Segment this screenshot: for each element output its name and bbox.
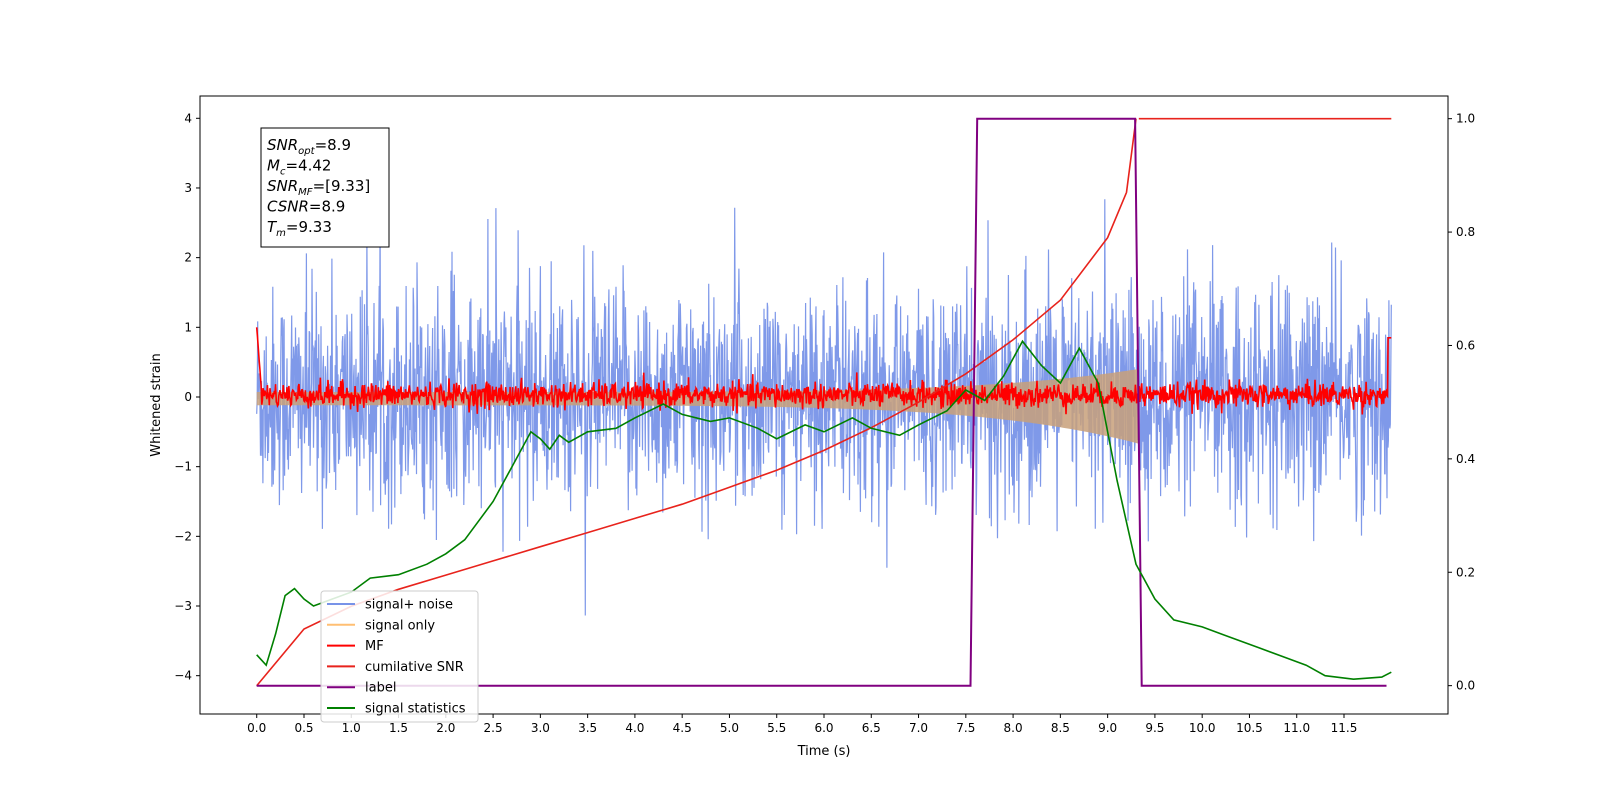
legend-label: MF <box>365 639 384 654</box>
x-tick-label: 1.0 <box>342 721 361 735</box>
y-tick-label: −2 <box>174 529 192 543</box>
x-tick-label: 3.5 <box>578 721 597 735</box>
series-signal-statistics <box>256 339 1392 681</box>
legend: signal+ noise signal only MF cumilative SNR… <box>320 590 479 723</box>
y-tick-label: −3 <box>174 599 192 613</box>
series-signal-only <box>256 369 1139 444</box>
x-tick-label: 11.0 <box>1283 721 1310 735</box>
x-tick-label: 6.5 <box>862 721 881 735</box>
x-tick-label: 1.5 <box>389 721 408 735</box>
x-axis-label: Time (s) <box>797 744 851 759</box>
plot-area <box>255 117 1392 687</box>
x-tick-label: 5.0 <box>720 721 739 735</box>
y2-tick-label: 0.4 <box>1456 452 1475 466</box>
x-tick-label: 0.0 <box>247 721 266 735</box>
legend-label: signal statistics <box>365 702 466 717</box>
x-axis: 0.0 0.5 1.0 1.5 2.0 2.5 3.0 3.5 4.0 4.5 5.0 5.5 6.0 6… <box>247 714 1357 735</box>
x-tick-label: 4.0 <box>625 721 644 735</box>
y-axis-left: 4 3 2 1 0 −1 −2 −3 −4 <box>174 111 200 683</box>
x-tick-label: 10.5 <box>1236 721 1263 735</box>
y2-tick-label: 1.0 <box>1456 112 1475 126</box>
y-tick-label: −1 <box>174 460 192 474</box>
x-tick-label: 8.5 <box>1051 721 1070 735</box>
x-tick-label: 9.0 <box>1098 721 1117 735</box>
legend-label: cumilative SNR <box>365 660 464 675</box>
annotation-line: SNRopt=8.9 <box>267 136 351 157</box>
series-label <box>256 117 1387 687</box>
annotation-line: Mc=4.42 <box>267 157 331 178</box>
y-tick-label: 3 <box>184 181 192 195</box>
legend-label: label <box>365 681 396 696</box>
y2-tick-label: 0.2 <box>1456 565 1475 579</box>
annotation-line: Tm=9.33 <box>267 218 332 239</box>
annotation-line: SNRMF=[9.33] <box>267 177 370 198</box>
y-axis-label: Whitened strain <box>149 353 164 456</box>
x-tick-label: 7.5 <box>956 721 975 735</box>
y-tick-label: 0 <box>184 390 192 404</box>
legend-label: signal only <box>365 618 435 633</box>
x-tick-label: 0.5 <box>294 721 313 735</box>
x-tick-label: 6.0 <box>814 721 833 735</box>
x-tick-label: 2.0 <box>436 721 455 735</box>
x-tick-label: 11.5 <box>1331 721 1358 735</box>
series-mf <box>255 327 1392 415</box>
x-tick-label: 8.0 <box>1004 721 1023 735</box>
x-tick-label: 2.5 <box>484 721 503 735</box>
legend-label: signal+ noise <box>365 598 453 613</box>
y2-tick-label: 0.8 <box>1456 225 1475 239</box>
y2-tick-label: 0.0 <box>1456 679 1475 693</box>
y-tick-label: 1 <box>184 320 192 334</box>
y-axis-right: 1.0 0.8 0.6 0.4 0.2 0.0 <box>1448 112 1475 693</box>
x-tick-label: 9.5 <box>1145 721 1164 735</box>
x-tick-label: 10.0 <box>1189 721 1216 735</box>
x-tick-label: 3.0 <box>531 721 550 735</box>
x-tick-label: 5.5 <box>767 721 786 735</box>
y-tick-label: 2 <box>184 251 192 265</box>
series-cumulative-snr <box>256 118 1137 687</box>
annotation-box-frame <box>260 127 390 248</box>
y-tick-label: 4 <box>184 111 192 125</box>
y2-tick-label: 0.6 <box>1456 338 1475 352</box>
x-tick-label: 4.5 <box>673 721 692 735</box>
y-tick-label: −4 <box>174 669 192 683</box>
legend-frame <box>320 590 479 723</box>
x-tick-label: 7.0 <box>909 721 928 735</box>
annotation-line: CSNR=8.9 <box>267 198 345 216</box>
